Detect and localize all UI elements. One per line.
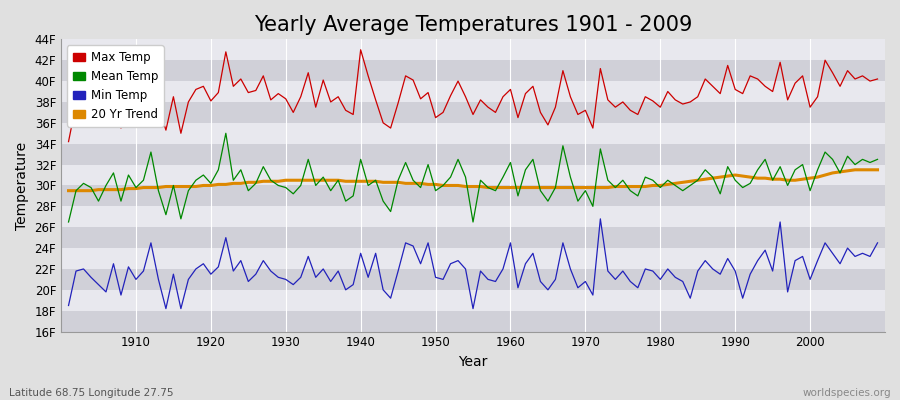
Bar — [61, 186, 885, 206]
Legend: Max Temp, Mean Temp, Min Temp, 20 Yr Trend: Max Temp, Mean Temp, Min Temp, 20 Yr Tre… — [67, 45, 164, 127]
Bar — [61, 227, 885, 248]
Title: Yearly Average Temperatures 1901 - 2009: Yearly Average Temperatures 1901 - 2009 — [254, 15, 692, 35]
Bar — [61, 311, 885, 332]
Bar — [61, 144, 885, 164]
X-axis label: Year: Year — [458, 355, 488, 369]
Text: worldspecies.org: worldspecies.org — [803, 388, 891, 398]
Bar — [61, 102, 885, 123]
Text: Latitude 68.75 Longitude 27.75: Latitude 68.75 Longitude 27.75 — [9, 388, 174, 398]
Bar — [61, 269, 885, 290]
Bar — [61, 60, 885, 81]
Y-axis label: Temperature: Temperature — [15, 141, 29, 230]
